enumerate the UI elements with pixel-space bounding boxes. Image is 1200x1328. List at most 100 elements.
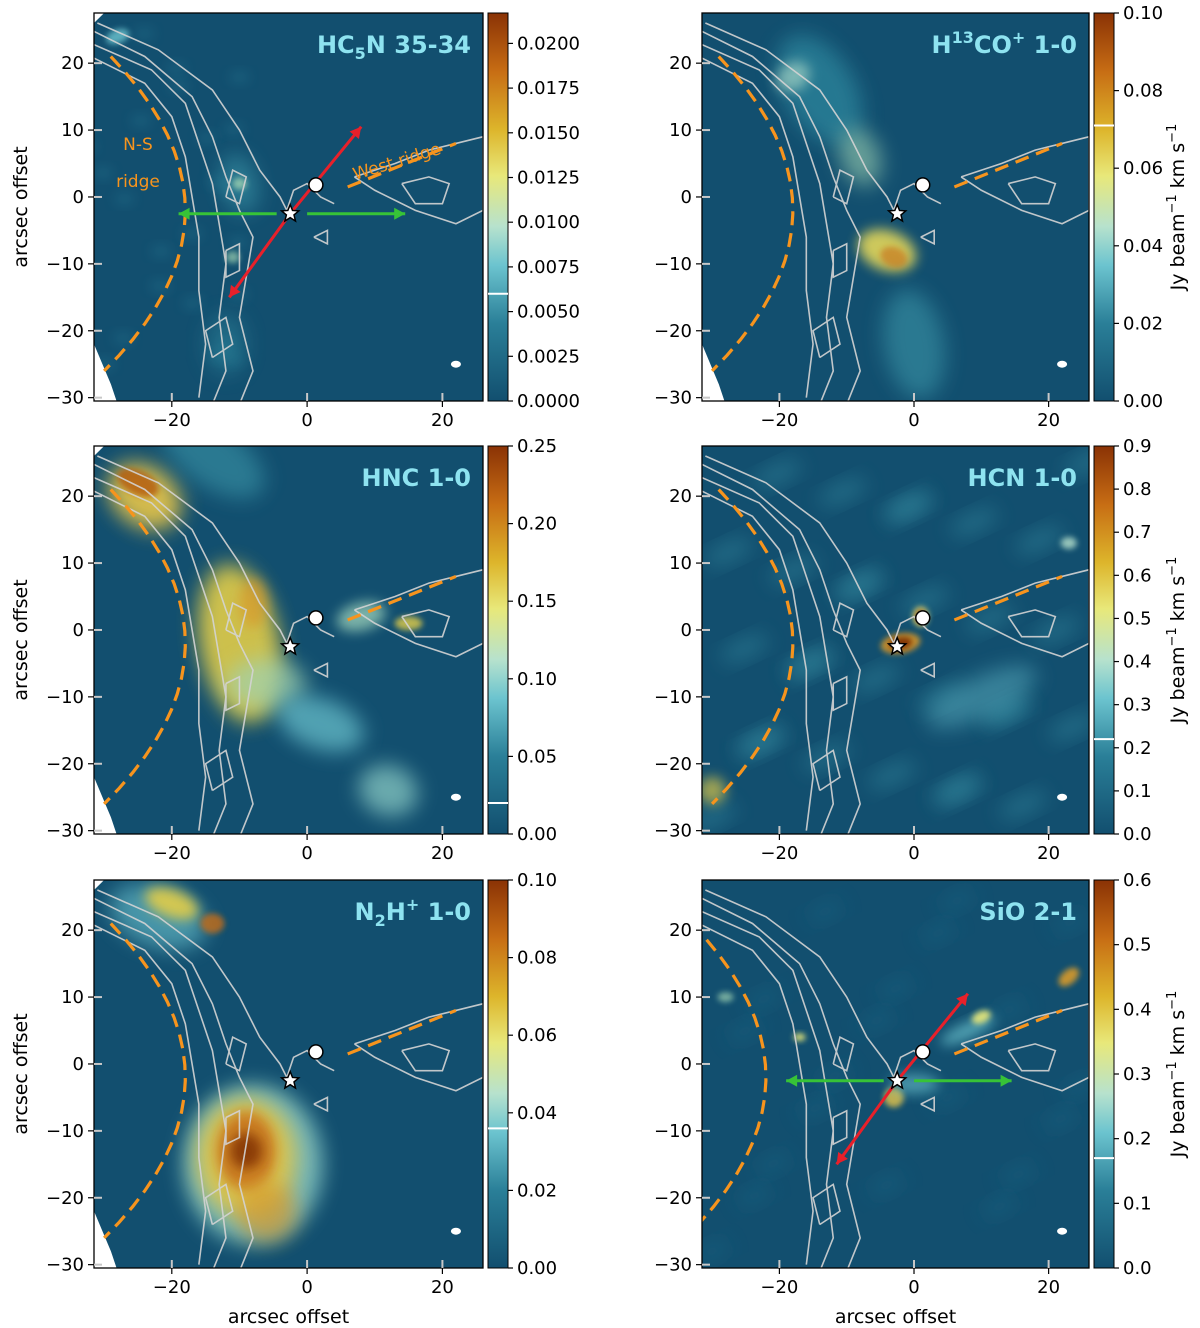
colorbar-tick-label: 0.25 [517,436,557,457]
colorbar-tick-label: 0.0000 [517,391,580,412]
colorbar-tick-label: 0.05 [517,746,557,767]
colorbar-label: Jy beam−1 km s−1 [1165,557,1189,725]
colorbar-tick-label: 0.06 [517,1025,557,1046]
panel-title-part: 5 [355,44,366,63]
colorbar-label-part: −1 [1165,194,1180,213]
emission-blob [806,900,844,923]
outflow-arrow-red [835,1079,899,1166]
contour-line [354,1002,483,1092]
y-tick-label: −30 [46,388,84,409]
star-marker [886,635,908,656]
contour-line [225,602,248,638]
contour-line [354,568,483,658]
colorbar-tick-label: 0.02 [1123,313,1163,334]
contour-line [354,135,483,225]
beam-ellipse [1057,1227,1068,1235]
colorbar-tick-label: 0.3 [1123,1064,1152,1085]
contour-line [225,675,241,712]
circle-marker [915,177,931,193]
emission-blob [130,114,151,127]
panel-title: SiO 2-1 [979,898,1077,926]
west-ridge-dashed-line [347,574,457,622]
colorbar-tick-label: 0.04 [1123,236,1163,257]
colorbar-tick-label: 0.08 [1123,81,1163,102]
panel-title: N2H+ 1-0 [355,895,471,930]
map-frame [93,445,484,835]
blank-region [94,1211,117,1268]
contour-line [313,229,329,246]
contour-line [313,662,329,679]
emission-blob [0,323,12,335]
emission-blob [702,1240,731,1263]
contours [702,889,1089,1268]
panel-title: HNC 1-0 [362,464,472,492]
contour-line [401,609,451,638]
emission-blob [793,1033,806,1042]
emission-blob [94,166,113,179]
emission-blob [966,604,1014,633]
emission-blob [720,635,769,663]
emission-blob [94,143,97,151]
x-tick-label: −20 [760,410,798,431]
emission-blob [704,538,753,567]
colorbar-tick-label: 0.04 [517,1103,557,1124]
blank-region [94,880,105,891]
y-tick-label: −30 [654,388,692,409]
contour-line [225,1109,241,1146]
contour-line [812,749,841,792]
contour-line [702,476,835,834]
colorbar-tick-label: 0.0025 [517,346,580,367]
panel-title: HCN 1-0 [968,464,1078,492]
x-tick-label: 20 [1037,410,1060,431]
colorbar-tick-label: 0.0 [1123,824,1152,845]
colorbar-label-part: −1 [1165,557,1180,576]
x-tick-label: 0 [908,410,919,431]
colorbar-tick-label: 0.0075 [517,257,580,278]
contour-line [920,1096,936,1113]
emission-blob [938,889,976,912]
contour-line [702,897,862,1268]
emission-blob [56,306,76,318]
emission-blob [277,695,364,752]
outflow-arrow-red-head [956,993,968,1007]
emission-blob [114,192,135,205]
colorbar-tick-label: 0.02 [517,1180,557,1201]
annotation-ns: N-S [123,135,153,155]
panel-title-part: + [406,895,419,914]
contour-line [702,924,814,1265]
outflow-arrow-red [228,212,292,299]
panel-3: −20 0 20 −30 −20 −10 0 10 20 arcsec offset HNC 1-0… [10,436,557,864]
colorbar-tick-label: 0.1 [1123,781,1152,802]
ns-ridge-dashed-line [702,932,768,1223]
y-axis-label: arcsec offset [10,579,32,700]
contour-line [94,910,227,1268]
contour-line [832,675,848,712]
y-tick-label: 0 [73,620,84,641]
star-marker [886,202,908,223]
emission-blob [736,1184,773,1207]
contour-line [832,169,855,205]
contour-line [401,1043,451,1072]
emission-blob [702,803,736,831]
beam-ellipse [450,360,461,368]
y-tick-label: 0 [73,187,84,208]
x-tick-label: 0 [301,1277,312,1298]
emission-blob [858,1009,896,1032]
emission-blob [745,987,783,1011]
emission-blob [225,251,240,264]
emission-blob [200,913,225,934]
colorbar-tick-label: 0.4 [1123,999,1152,1020]
emission-blob [36,54,56,66]
y-tick-label: 20 [61,486,84,507]
emission-blob [982,701,1031,729]
contour-line [94,30,254,401]
emission-blob [877,977,915,1000]
panel-6: −20 0 20 −30 −20 −10 0 10 20 arcsec offset SiO 2-1… [654,870,1189,1328]
circle-marker [915,1044,931,1060]
colorbar-label-part: km s [1167,576,1189,628]
contour-line [1007,609,1057,638]
x-axis-label: arcsec offset [835,1306,956,1328]
beam-ellipse [450,1227,461,1235]
